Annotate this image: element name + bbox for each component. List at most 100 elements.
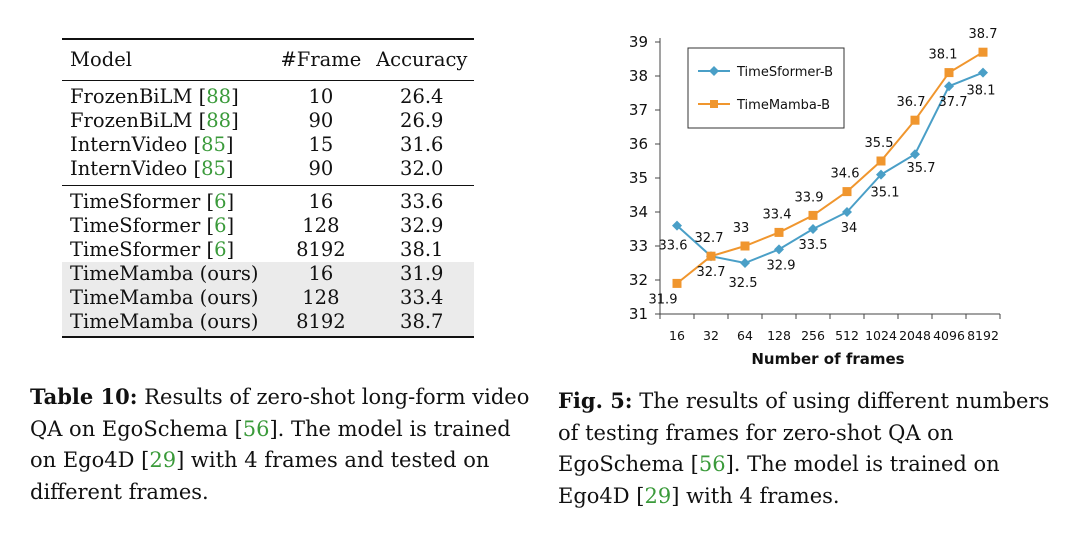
- data-label-timemamba: 32.7: [695, 231, 724, 246]
- data-label-timesformer: 35.7: [907, 161, 936, 176]
- model-name: InternVideo: [70, 157, 188, 180]
- citation-link[interactable]: 29: [644, 483, 672, 508]
- data-label-timesformer: 34: [841, 221, 858, 236]
- citation-link[interactable]: 56: [242, 416, 270, 441]
- y-tick-label: 33: [629, 237, 648, 255]
- data-point-timemamba: [978, 47, 988, 57]
- table-header-row: Model #Frame Accuracy: [62, 39, 474, 81]
- chart-legend: TimeSformer-B TimeMamba-B: [687, 47, 845, 129]
- model-name: FrozenBiLM: [70, 85, 193, 108]
- cell-accuracy-best: 38.7: [369, 310, 474, 337]
- chart-series: [672, 47, 988, 288]
- header-model: Model: [70, 48, 132, 71]
- data-point-timesformer: [740, 258, 750, 268]
- data-label-timesformer: 35.1: [871, 186, 900, 201]
- x-axis-ticks: 16 32 64 128 256 512 1024 2048 4096 8192: [659, 314, 1001, 343]
- citation-link[interactable]: 56: [698, 452, 726, 476]
- x-tick-label: 128: [767, 328, 791, 343]
- caption-text: Results of zero-shot long-form video QA …: [30, 385, 530, 441]
- model-name: InternVideo: [70, 133, 188, 156]
- table-row: FrozenBiLM [88] 10 26.4: [62, 81, 474, 110]
- table-row-ours: TimeMamba (ours) 128 33.4: [62, 286, 474, 310]
- data-label-timemamba: 31.9: [649, 292, 678, 307]
- cell-accuracy: 38.1: [400, 238, 444, 261]
- citation-link[interactable]: 88: [206, 85, 232, 108]
- y-tick-label: 35: [629, 169, 648, 187]
- caption-text: ]. The model is trained on Ego4D [: [558, 452, 1000, 508]
- figure-caption: Fig. 5: The results of using different n…: [558, 385, 1063, 512]
- caption-text: ] with 4 frames and tested on different …: [30, 448, 490, 504]
- x-tick-label: 4096: [933, 328, 965, 343]
- data-point-timesformer: [774, 244, 784, 255]
- legend-diamond-icon: [709, 66, 719, 76]
- cell-frames: 128: [302, 214, 340, 237]
- cell-accuracy: 32.9: [400, 214, 444, 237]
- cell-model: TimeSformer [6]: [62, 185, 273, 214]
- table-caption: Table 10: Results of zero-shot long-form…: [30, 381, 530, 508]
- data-point-timesformer: [808, 224, 818, 234]
- cell-model: InternVideo [85]: [70, 157, 234, 180]
- x-tick-label: 2048: [899, 328, 931, 343]
- table-row-ours: TimeMamba (ours) 16 31.9: [62, 262, 474, 286]
- cell-frames: 90: [308, 109, 334, 132]
- legend-square-icon: [710, 100, 718, 108]
- x-tick-label: 512: [835, 328, 859, 343]
- data-point-timesformer: [944, 81, 954, 92]
- legend-box: [687, 47, 845, 129]
- table-row: FrozenBiLM [88] 90 26.9: [62, 109, 474, 133]
- y-tick-label: 34: [629, 203, 648, 221]
- cell-frames: 16: [272, 185, 370, 214]
- cell-frames: 15: [308, 133, 334, 156]
- caption-label: Table 10:: [30, 384, 138, 409]
- cell-model: TimeSformer [6]: [70, 238, 235, 261]
- cell-frames: 90: [308, 157, 334, 180]
- table-row: TimeSformer [6] 16 33.6: [62, 185, 474, 214]
- cell-accuracy: 31.6: [400, 133, 444, 156]
- cell-frames: 10: [308, 85, 334, 108]
- x-tick-label: 256: [801, 328, 825, 343]
- y-tick-label: 37: [629, 101, 648, 119]
- cell-accuracy: 26.9: [400, 109, 444, 132]
- citation-link[interactable]: 6: [214, 238, 227, 261]
- citation-link[interactable]: 6: [214, 214, 227, 237]
- citation-link[interactable]: 85: [201, 157, 226, 180]
- y-tick-label: 36: [629, 135, 648, 153]
- model-name: TimeSformer: [70, 214, 201, 237]
- cell-model: FrozenBiLM [88]: [70, 109, 239, 132]
- cell-frames: 8192: [296, 238, 346, 261]
- data-label-timemamba: 38.7: [969, 27, 998, 42]
- model-name: TimeSformer: [70, 238, 201, 261]
- citation-link[interactable]: 88: [206, 109, 232, 132]
- data-label-timemamba: 33: [733, 221, 750, 236]
- data-point-timemamba: [808, 210, 818, 220]
- cell-model: TimeMamba (ours): [62, 262, 273, 286]
- data-label-timemamba: 34.6: [831, 167, 860, 182]
- data-point-timemamba: [672, 278, 682, 288]
- data-label-timesformer: 33.5: [799, 238, 828, 253]
- data-point-timemamba: [706, 251, 716, 261]
- legend-label-timemamba: TimeMamba-B: [736, 98, 830, 113]
- citation-link[interactable]: 85: [201, 133, 226, 156]
- table-group-comparison: TimeSformer [6] 16 33.6 TimeSformer [6] …: [62, 185, 474, 337]
- data-point-timemamba: [774, 227, 784, 237]
- table-row: InternVideo [85] 15 31.6: [62, 133, 474, 157]
- citation-link[interactable]: 29: [149, 448, 177, 472]
- legend-label-timesformer: TimeSformer-B: [736, 65, 833, 80]
- header-frame: #Frame: [280, 48, 362, 71]
- y-tick-label: 38: [629, 67, 648, 85]
- citation-link[interactable]: 6: [214, 190, 227, 213]
- cell-model: InternVideo [85]: [70, 133, 234, 156]
- y-axis-ticks: 31 32 33 34 35 36 37 38 39: [629, 33, 660, 323]
- data-label-timesformer: 32.9: [767, 258, 796, 273]
- model-name: TimeSformer: [70, 190, 201, 213]
- table-row: TimeSformer [6] 8192 38.1: [62, 238, 474, 262]
- data-label-timesformer: 32.5: [729, 276, 758, 291]
- data-point-timemamba: [910, 115, 920, 125]
- y-tick-label: 31: [629, 305, 648, 323]
- x-tick-label: 64: [737, 328, 753, 343]
- x-tick-label: 1024: [865, 328, 897, 343]
- table-row: TimeSformer [6] 128 32.9: [62, 214, 474, 238]
- caption-text: ]. The model is trained on Ego4D [: [30, 416, 511, 473]
- y-tick-label: 32: [629, 271, 648, 289]
- cell-model: FrozenBiLM [88]: [70, 85, 239, 108]
